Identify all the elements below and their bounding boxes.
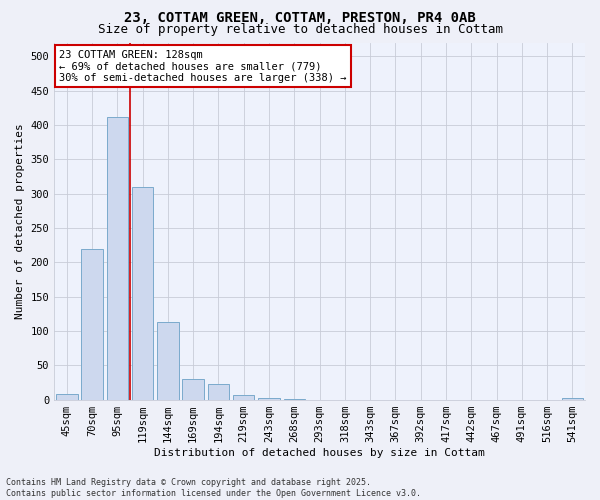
Bar <box>157 322 179 400</box>
Text: Contains HM Land Registry data © Crown copyright and database right 2025.
Contai: Contains HM Land Registry data © Crown c… <box>6 478 421 498</box>
Text: 23, COTTAM GREEN, COTTAM, PRESTON, PR4 0AB: 23, COTTAM GREEN, COTTAM, PRESTON, PR4 0… <box>124 11 476 25</box>
Bar <box>107 116 128 400</box>
Text: Size of property relative to detached houses in Cottam: Size of property relative to detached ho… <box>97 22 503 36</box>
Bar <box>258 398 280 400</box>
X-axis label: Distribution of detached houses by size in Cottam: Distribution of detached houses by size … <box>154 448 485 458</box>
Bar <box>56 394 77 400</box>
Bar <box>132 186 154 400</box>
Bar <box>233 395 254 400</box>
Bar <box>284 399 305 400</box>
Text: 23 COTTAM GREEN: 128sqm
← 69% of detached houses are smaller (779)
30% of semi-d: 23 COTTAM GREEN: 128sqm ← 69% of detache… <box>59 50 347 83</box>
Bar <box>562 398 583 400</box>
Bar <box>82 248 103 400</box>
Bar <box>208 384 229 400</box>
Bar <box>182 379 204 400</box>
Y-axis label: Number of detached properties: Number of detached properties <box>15 123 25 319</box>
